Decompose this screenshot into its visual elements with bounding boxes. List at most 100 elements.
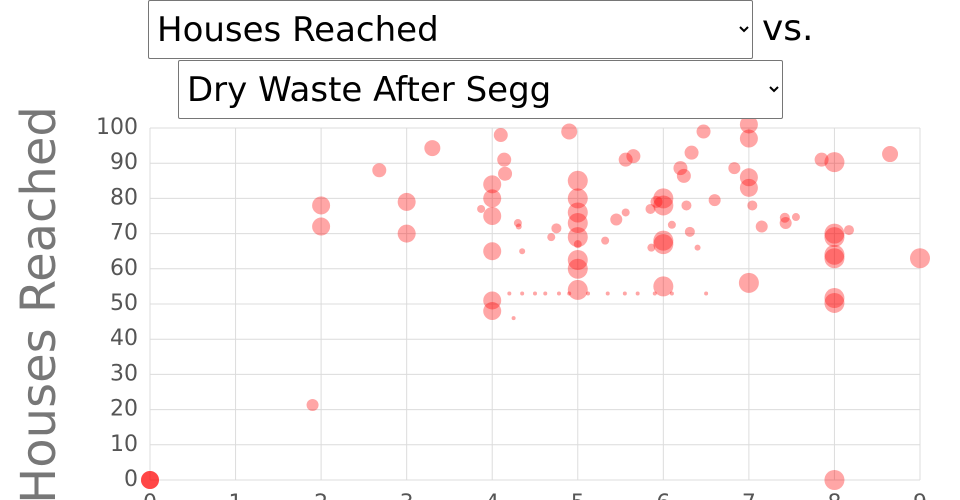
point	[372, 163, 387, 178]
point	[626, 149, 641, 164]
point	[653, 195, 674, 216]
x-tick-label: 4	[485, 491, 499, 500]
point	[567, 170, 588, 191]
point	[306, 399, 319, 412]
point	[779, 212, 790, 223]
point	[708, 194, 721, 207]
point	[543, 291, 548, 296]
point	[824, 244, 845, 265]
y-tick-label: 80	[110, 185, 138, 210]
point	[738, 272, 759, 293]
point	[424, 140, 441, 157]
point	[483, 291, 502, 310]
point	[622, 291, 627, 296]
point	[824, 292, 845, 313]
y-tick-label: 90	[110, 150, 138, 175]
point	[483, 175, 502, 194]
point	[824, 248, 845, 269]
point	[739, 115, 758, 134]
point	[601, 236, 610, 245]
x-tick-label: 7	[742, 491, 756, 500]
x-tick-label: 9	[913, 491, 927, 500]
point	[141, 471, 159, 489]
point	[653, 230, 674, 251]
point	[694, 244, 701, 251]
point	[650, 195, 663, 208]
point	[610, 213, 623, 226]
point	[621, 208, 630, 217]
point	[483, 189, 502, 208]
point	[684, 226, 695, 237]
point	[498, 166, 513, 181]
point	[483, 242, 502, 261]
point	[567, 250, 588, 270]
point	[645, 203, 656, 214]
y-tick-label: 70	[110, 221, 138, 246]
point	[696, 124, 711, 139]
point	[141, 471, 159, 489]
point	[739, 129, 758, 148]
point	[567, 213, 588, 234]
point	[483, 302, 502, 321]
point	[477, 204, 486, 213]
point	[667, 220, 676, 229]
point	[728, 162, 741, 175]
x-tick-label: 8	[827, 491, 841, 500]
y-tick-label: 100	[96, 115, 138, 140]
point	[676, 168, 691, 183]
point	[511, 316, 516, 321]
y-tick-label: 10	[110, 432, 138, 457]
point	[556, 291, 561, 296]
point	[652, 291, 657, 296]
point	[312, 217, 331, 236]
x-variable-select[interactable]: Dry Waste After Segg	[178, 60, 783, 119]
point	[824, 288, 845, 309]
point	[605, 291, 610, 296]
x-tick-label: 6	[656, 491, 670, 500]
x-tick-label: 2	[314, 491, 328, 500]
point	[635, 291, 640, 296]
point	[673, 161, 688, 176]
point	[493, 128, 508, 143]
point	[684, 145, 699, 160]
point	[791, 213, 800, 222]
point	[910, 248, 930, 269]
point	[755, 220, 768, 233]
point	[567, 202, 588, 223]
point	[824, 470, 845, 490]
y-variable-select[interactable]: Houses Reached	[148, 0, 753, 59]
y-tick-label: 50	[110, 291, 138, 316]
x-tick-label: 1	[229, 491, 243, 500]
point	[497, 152, 512, 167]
y-tick-label: 60	[110, 256, 138, 281]
point	[704, 291, 709, 296]
point	[669, 291, 674, 296]
point	[547, 233, 556, 242]
point	[747, 200, 758, 211]
x-tick-label: 5	[571, 491, 585, 500]
point	[397, 224, 416, 243]
point	[814, 152, 829, 167]
point	[618, 152, 633, 167]
point	[647, 243, 656, 252]
point	[681, 200, 692, 211]
point	[882, 146, 899, 163]
point	[567, 188, 588, 209]
y-tick-label: 40	[110, 326, 138, 351]
point	[739, 168, 758, 187]
point	[312, 196, 331, 215]
point	[561, 123, 578, 140]
x-tick-label: 3	[400, 491, 414, 500]
point	[824, 152, 845, 173]
point	[567, 291, 572, 296]
point	[824, 223, 845, 244]
point	[653, 234, 674, 255]
point	[533, 291, 537, 296]
point	[653, 188, 674, 209]
vs-label: vs.	[762, 8, 814, 49]
x-tick-label: 0	[143, 491, 157, 500]
y-tick-label: 20	[110, 397, 138, 422]
point	[567, 258, 588, 279]
